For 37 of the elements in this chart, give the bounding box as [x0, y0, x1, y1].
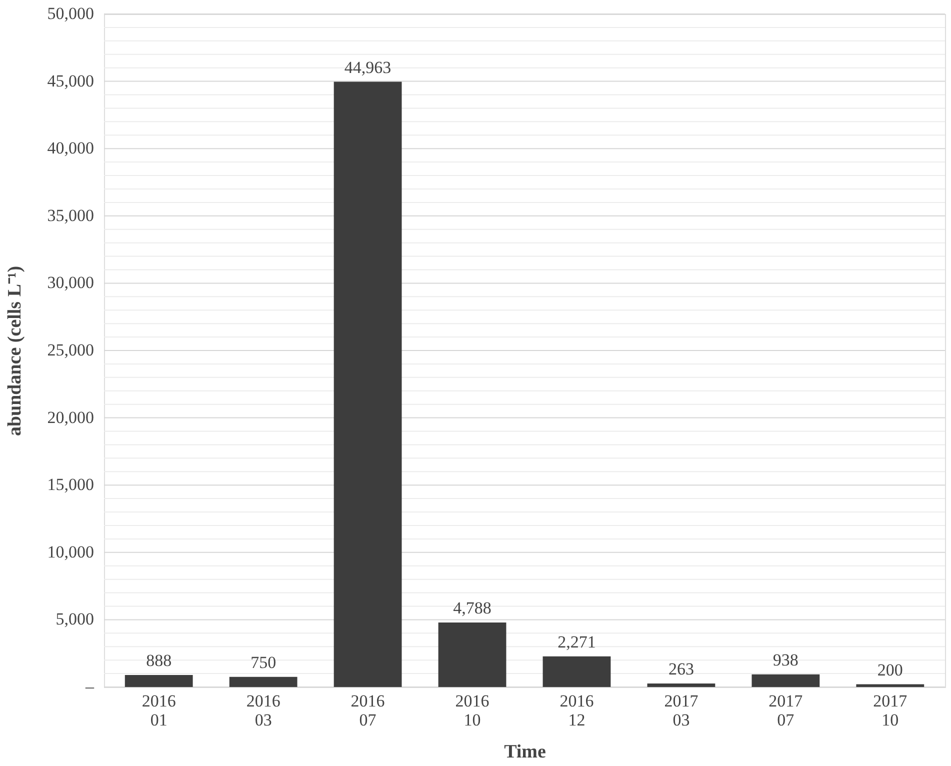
- bar: [438, 622, 506, 687]
- bar: [752, 674, 820, 687]
- x-tick-label: 2016 03: [246, 692, 280, 730]
- x-axis-title: Time: [504, 742, 546, 762]
- x-tick-label: 2016 01: [142, 692, 176, 730]
- y-tick-label: 35,000: [47, 206, 94, 225]
- x-tick-label: 2016 12: [560, 692, 594, 730]
- data-label: 44,963: [344, 58, 392, 77]
- x-tick-label: 2017 10: [873, 692, 908, 730]
- y-tick-label: 45,000: [47, 71, 94, 90]
- x-tick-label: 2016 10: [455, 692, 490, 730]
- x-tick-label: 2017 03: [664, 692, 699, 730]
- x-tick-label: 2016 07: [350, 692, 385, 730]
- bar: [856, 684, 924, 687]
- y-tick-label: 50,000: [47, 4, 94, 23]
- x-tick-label: 2017 07: [768, 692, 804, 730]
- data-label: 263: [668, 659, 694, 678]
- y-tick-label: –: [84, 677, 94, 696]
- y-tick-label: 15,000: [47, 475, 94, 494]
- data-label: 888: [146, 651, 172, 670]
- bar: [124, 675, 193, 687]
- bar: [647, 683, 716, 687]
- data-label: 4,788: [453, 598, 492, 618]
- y-axis-title: abundance (cells L⁻¹): [4, 266, 26, 436]
- data-label: 200: [877, 660, 903, 680]
- y-tick-label: 20,000: [47, 408, 94, 427]
- bar: [229, 676, 298, 687]
- bar: [542, 656, 611, 687]
- data-label: 2,271: [558, 632, 596, 652]
- data-label: 938: [772, 650, 798, 670]
- y-tick-label: 30,000: [47, 273, 94, 292]
- data-label: 750: [250, 652, 276, 672]
- bar: [334, 82, 402, 687]
- y-tick-label: 10,000: [47, 542, 94, 562]
- y-tick-label: 25,000: [47, 340, 94, 360]
- y-tick-label: 40,000: [47, 138, 94, 158]
- y-tick-label: 5,000: [56, 610, 94, 629]
